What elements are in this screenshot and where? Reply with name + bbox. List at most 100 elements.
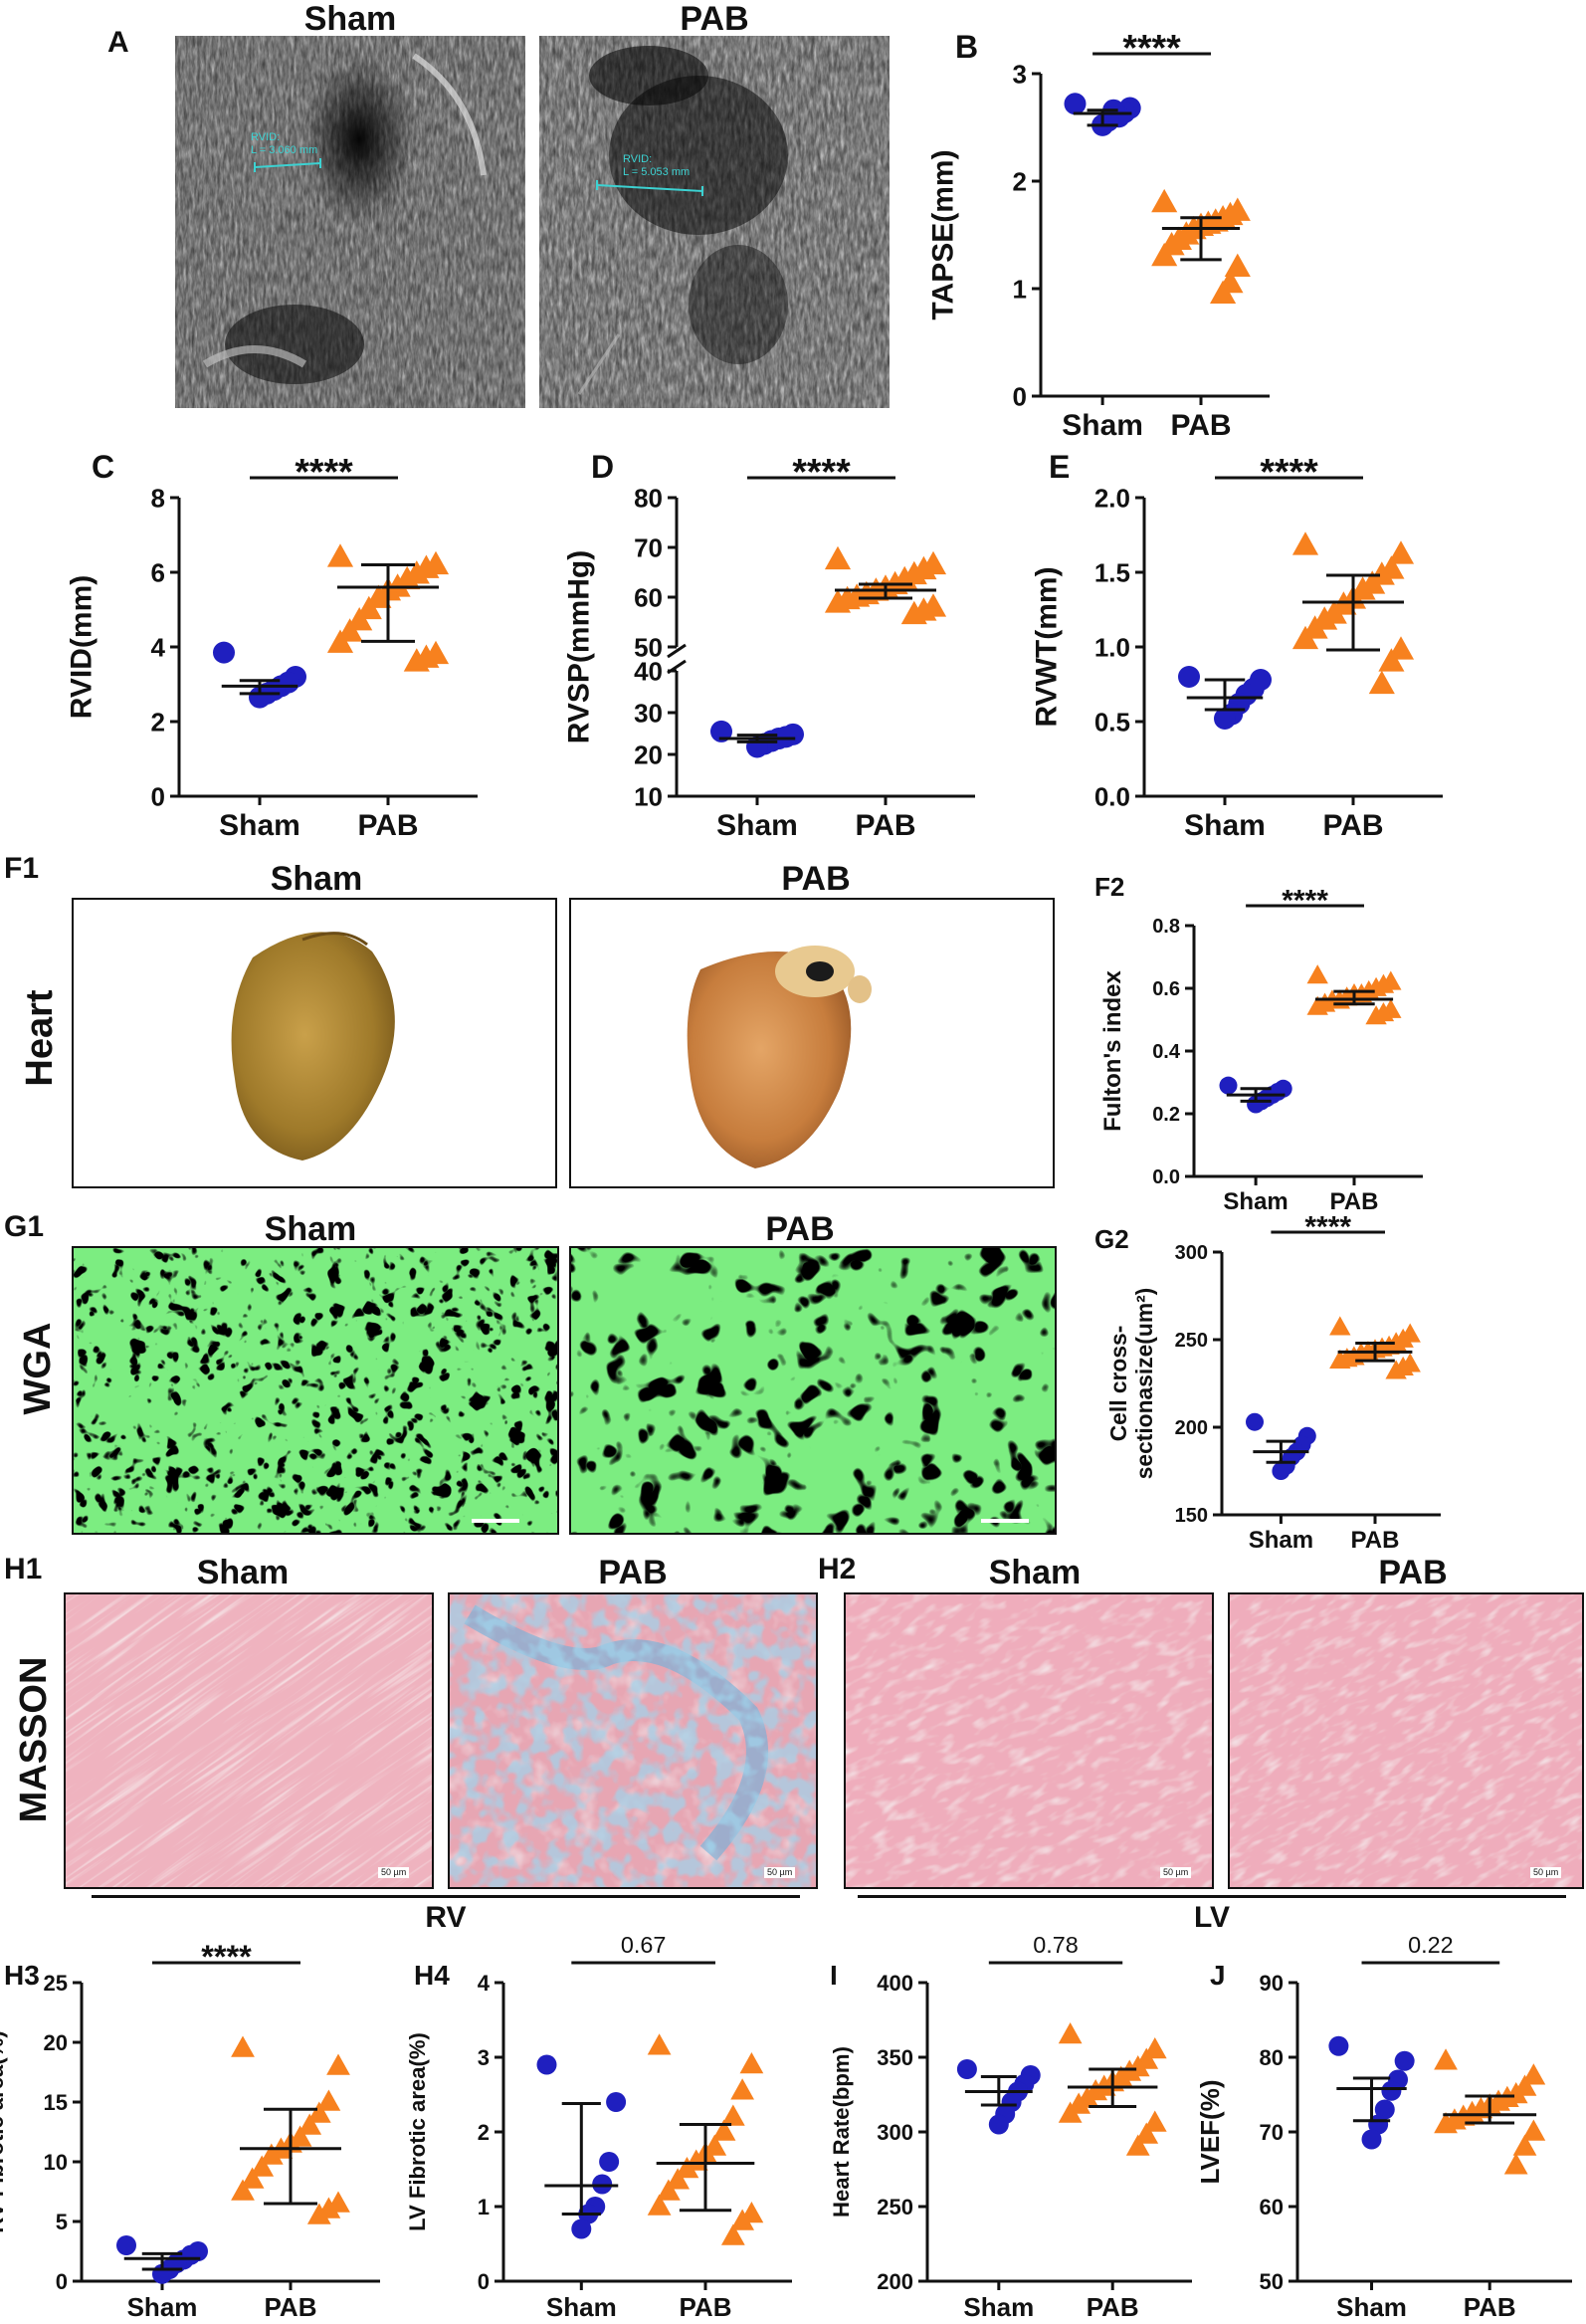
x-tick-label-sham: Sham (219, 809, 300, 842)
y-tick-label: 50 (634, 632, 663, 662)
pab-point (1434, 2048, 1458, 2070)
heart-pab-photo (569, 898, 1055, 1188)
sham-point (606, 2092, 627, 2112)
panel-letter-G1: G1 (4, 1210, 45, 1243)
pab-point (1365, 1005, 1387, 1025)
x-tick-label-pab: PAB (265, 2292, 317, 2322)
y-tick-label: 200 (877, 2269, 913, 2294)
chart-E: E 0.0 0.5 1.0 1.5 2.0 Sham PAB RVWT(mm) **** (1031, 449, 1443, 842)
panel-letter-H2: H2 (818, 1553, 857, 1585)
y-tick-label: 20 (44, 2030, 68, 2055)
y-axis-label: TAPSE(mm) (927, 149, 960, 319)
panel-letter-B: B (955, 29, 978, 65)
significance-label: **** (1304, 1210, 1351, 1243)
sham-point (1361, 2129, 1382, 2150)
chart-J: J 50 60 70 80 90 Sham PAB LVEF(%) 0.22 (1195, 1932, 1572, 2322)
pab-point (720, 2223, 745, 2245)
pab-point (1151, 188, 1178, 213)
chart-H3: H3 0 5 10 15 20 25 Sham PAB RV Fibrotic area(%) **… (0, 1939, 380, 2322)
heart-sham-title: Sham (270, 860, 363, 898)
pab-point (1329, 1316, 1351, 1336)
x-tick-label-pab: PAB (357, 809, 418, 842)
pab-point (1378, 648, 1405, 672)
y-tick-label: 0.0 (1152, 1166, 1180, 1188)
y-tick-label: 8 (151, 483, 165, 513)
masson-lv-pab-title: PAB (1378, 1554, 1448, 1591)
significance-label: **** (1260, 451, 1318, 493)
chart-F2: F2 0.0 0.2 0.4 0.6 0.8 Sham PAB Fulton's index **… (1094, 872, 1423, 1215)
echo-sham-caliper (254, 158, 321, 172)
y-axis-label: RVWT(mm) (1031, 566, 1064, 727)
masson-lv-sham-tex (846, 1594, 1212, 1887)
echo-pab-image: RVID: L = 5.053 mm (539, 36, 890, 408)
panel-letter-A: A (107, 26, 129, 59)
y-tick-label: 2 (478, 2120, 490, 2145)
y-tick-label: 70 (1260, 2120, 1284, 2145)
heart-pab-title: PAB (781, 860, 851, 898)
y-tick-label: 0 (1013, 381, 1027, 411)
pab-point (666, 2168, 691, 2190)
y-axis-label: RVID(mm) (66, 575, 99, 719)
y-tick-label: 300 (877, 2120, 913, 2145)
y-tick-label: 10 (44, 2150, 68, 2175)
sham-point (710, 720, 732, 742)
scale-bar-label-4: 50 µm (1530, 1867, 1562, 1878)
significance-label: 0.67 (621, 1932, 667, 1958)
x-tick-label-sham: Sham (1062, 409, 1143, 442)
echo-pab-texture (539, 36, 890, 408)
pab-point (1387, 540, 1415, 564)
pab-point (657, 2179, 681, 2201)
y-tick-label: 1 (1013, 274, 1027, 304)
panel-letter-G2: G2 (1094, 1224, 1129, 1254)
significance-label: 0.78 (1033, 1932, 1079, 1958)
sham-point (571, 2218, 592, 2239)
panel-letter-F2: F2 (1094, 872, 1124, 902)
heart-sham-photo (72, 898, 557, 1188)
chart-B: B 0 1 2 3 Sham PAB TAPSE(mm) **** (927, 27, 1270, 442)
x-tick-label-pab: PAB (1322, 809, 1383, 842)
sham-point (1246, 1412, 1264, 1431)
x-tick-label-sham: Sham (546, 2292, 617, 2322)
y-axis-label: Fulton's index (1099, 970, 1126, 1132)
y-tick-label: 50 (1260, 2269, 1284, 2294)
panel-letter-J: J (1210, 1960, 1226, 1991)
pab-point (231, 2179, 255, 2201)
y-tick-label: 20 (634, 739, 663, 769)
pab-point (1058, 2022, 1083, 2044)
sham-point (1178, 666, 1200, 688)
sham-point (536, 2054, 557, 2075)
masson-lv-pab-tex (1230, 1594, 1582, 1887)
sham-point (116, 2235, 136, 2255)
y-axis-label: sectionasize(um²) (1131, 1288, 1157, 1480)
sham-point (1374, 2099, 1395, 2120)
panel-letter-F1: F1 (4, 852, 40, 885)
wga-pab-title: PAB (765, 1210, 835, 1248)
y-tick-label: 60 (634, 582, 663, 612)
pab-point (1368, 670, 1395, 695)
y-tick-label: 80 (1260, 2045, 1284, 2070)
pab-point (316, 2089, 341, 2111)
x-tick-label-sham: Sham (1223, 1188, 1288, 1215)
pab-point (326, 543, 354, 567)
sham-point (1328, 2035, 1349, 2056)
significance-label: **** (201, 1939, 252, 1975)
echo-pab-title: PAB (680, 0, 749, 38)
y-tick-label: 0.4 (1152, 1041, 1181, 1063)
pab-point (1434, 2112, 1458, 2134)
y-tick-label: 200 (1175, 1417, 1208, 1439)
pab-point (1306, 995, 1328, 1015)
pab-point (675, 2157, 699, 2179)
axis-break-mark (667, 643, 687, 659)
x-tick-label-sham: Sham (716, 809, 798, 842)
y-tick-label: 0.6 (1152, 978, 1180, 1000)
y-tick-label: 80 (634, 483, 663, 513)
y-axis-label: Cell cross- (1105, 1326, 1131, 1442)
sham-point (249, 686, 271, 709)
pab-point (240, 2167, 265, 2189)
wga-row-label: WGA (17, 1322, 59, 1415)
pab-point (326, 629, 354, 653)
sham-point (1064, 93, 1087, 115)
scale-bar-label-1: 50 µm (378, 1867, 410, 1878)
y-axis-label: LV Fibrotic area(%) (405, 2032, 430, 2231)
y-tick-label: 2 (1013, 166, 1027, 196)
